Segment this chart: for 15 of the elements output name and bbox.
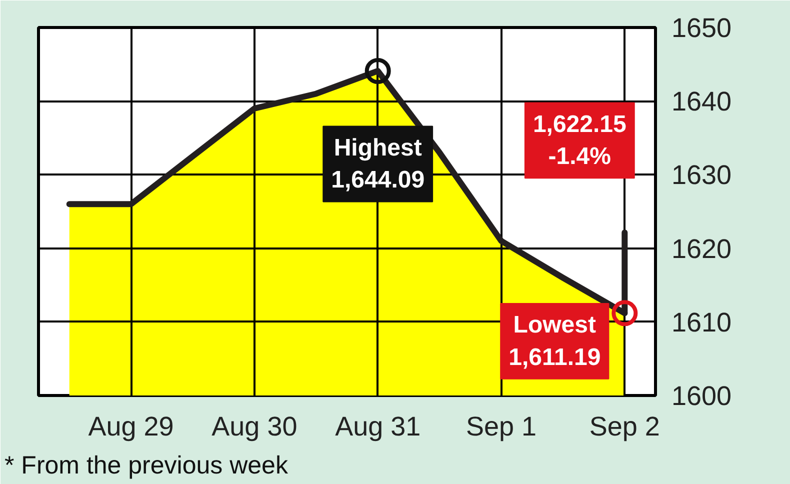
annotation: 1,622.15 -1.4% (532, 110, 626, 170)
x-tick-label: Aug 30 (212, 412, 298, 442)
y-tick-label: 1630 (672, 160, 732, 190)
annotation: Lowest 1,611.19 (508, 311, 601, 371)
y-tick-label: 1650 (672, 13, 732, 43)
y-tick-label: 1600 (672, 381, 732, 411)
x-tick-label: Aug 29 (88, 412, 174, 442)
annotation: Highest 1,644.09 (331, 134, 425, 194)
y-tick-label: 1610 (672, 307, 732, 338)
x-tick-label: Aug 31 (335, 412, 421, 442)
y-tick-label: 1640 (672, 86, 732, 117)
text: * From the previous week (4, 452, 288, 480)
x-tick-label: Sep 1 (466, 412, 537, 442)
x-tick-label: Sep 2 (589, 412, 660, 442)
y-tick-label: 1620 (672, 234, 732, 264)
